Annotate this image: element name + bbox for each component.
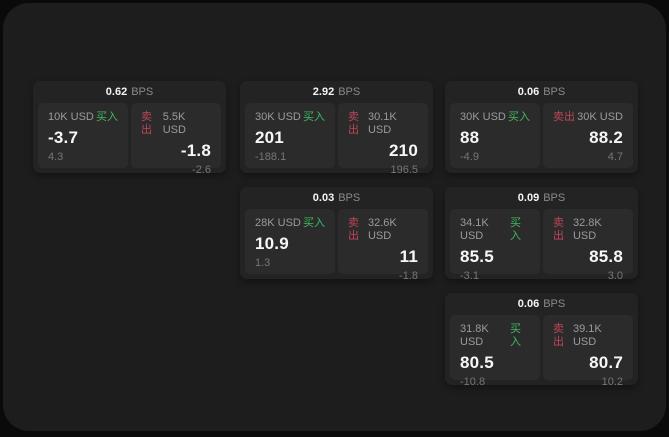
sell-panel[interactable]: 卖出 30K USD 88.2 4.7 xyxy=(543,103,633,168)
sell-price: 85.8 xyxy=(589,247,623,266)
bps-header: 0.06 BPS xyxy=(445,81,638,103)
sell-side-label: 卖出 xyxy=(348,217,359,242)
sell-delta: 10.2 xyxy=(601,376,623,388)
sell-delta: -2.6 xyxy=(192,164,211,176)
buy-price: -3.7 xyxy=(48,128,79,147)
buy-side-label: 买入 xyxy=(96,111,118,123)
sell-side-label: 卖出 xyxy=(141,111,152,136)
sell-size-label: 39.1K USD xyxy=(572,323,602,348)
sell-side-label: 卖出 xyxy=(553,111,575,123)
bps-unit-label: BPS xyxy=(543,192,566,204)
buy-delta: -10.8 xyxy=(460,376,486,388)
buy-side-label: 买入 xyxy=(508,111,530,123)
bps-value: 0.62 xyxy=(105,86,128,98)
buy-price: 10.9 xyxy=(255,234,289,253)
sell-price: 210 xyxy=(389,141,418,160)
buy-panel[interactable]: 28K USD 买入 10.9 1.3 xyxy=(245,209,335,274)
buy-delta: 1.3 xyxy=(255,257,271,269)
sell-panel[interactable]: 卖出 32.6K USD 11 -1.8 xyxy=(338,209,428,282)
sell-panel[interactable]: 卖出 5.5K USD -1.8 -2.6 xyxy=(131,103,221,176)
buy-price: 88 xyxy=(460,128,480,147)
sell-size-label: 30.1K USD xyxy=(367,111,397,136)
buy-size-label: 10K USD xyxy=(48,111,94,123)
sell-price: 11 xyxy=(399,247,418,266)
quote-card: 2.92 BPS 30K USD 买入 201 -188.1 卖出 30.1K … xyxy=(240,81,433,176)
buy-side-label: 买入 xyxy=(303,111,325,123)
buy-side-label: 买入 xyxy=(510,217,522,242)
bps-header: 0.03 BPS xyxy=(240,187,433,209)
buy-panel[interactable]: 31.8K USD 买入 80.5 -10.8 xyxy=(450,315,540,388)
bps-value: 0.03 xyxy=(312,192,335,204)
bps-header: 0.09 BPS xyxy=(445,187,638,209)
quote-card: 0.06 BPS 31.8K USD 买入 80.5 -10.8 卖出 39.1… xyxy=(445,293,638,388)
sell-side-label: 卖出 xyxy=(553,217,564,242)
bps-unit-label: BPS xyxy=(338,86,361,98)
sell-price: 88.2 xyxy=(589,128,623,147)
buy-price: 201 xyxy=(255,128,284,147)
buy-panel[interactable]: 34.1K USD 买入 85.5 -3.1 xyxy=(450,209,540,282)
bps-unit-label: BPS xyxy=(131,86,154,98)
bps-value: 0.09 xyxy=(517,192,540,204)
sell-price: -1.8 xyxy=(180,141,211,160)
buy-delta: -3.1 xyxy=(460,270,479,282)
sell-panel[interactable]: 卖出 39.1K USD 80.7 10.2 xyxy=(543,315,633,388)
buy-size-label: 30K USD xyxy=(460,111,506,123)
quote-card: 0.06 BPS 30K USD 买入 88 -4.9 卖出 30K USD 8… xyxy=(445,81,638,173)
bps-unit-label: BPS xyxy=(543,298,566,310)
bps-value: 0.06 xyxy=(517,86,540,98)
bps-header: 0.06 BPS xyxy=(445,293,638,315)
buy-delta: 4.3 xyxy=(48,151,64,163)
sell-size-label: 32.8K USD xyxy=(572,217,602,242)
sell-delta: 3.0 xyxy=(607,270,623,282)
sell-size-label: 5.5K USD xyxy=(162,111,186,136)
sell-price: 80.7 xyxy=(589,353,623,372)
sell-delta: 4.7 xyxy=(607,151,623,163)
quote-card: 0.03 BPS 28K USD 买入 10.9 1.3 卖出 32.6K US… xyxy=(240,187,433,282)
buy-side-label: 买入 xyxy=(303,217,325,229)
buy-panel[interactable]: 30K USD 买入 201 -188.1 xyxy=(245,103,335,168)
buy-size-label: 31.8K USD xyxy=(460,323,489,348)
buy-size-label: 30K USD xyxy=(255,111,301,123)
buy-delta: -4.9 xyxy=(460,151,479,163)
buy-panel[interactable]: 30K USD 买入 88 -4.9 xyxy=(450,103,540,168)
bps-unit-label: BPS xyxy=(543,86,566,98)
sell-panel[interactable]: 卖出 32.8K USD 85.8 3.0 xyxy=(543,209,633,282)
bps-header: 2.92 BPS xyxy=(240,81,433,103)
bps-header: 0.62 BPS xyxy=(33,81,226,103)
bps-value: 2.92 xyxy=(312,86,335,98)
buy-side-label: 买入 xyxy=(510,323,522,348)
buy-price: 80.5 xyxy=(460,353,494,372)
sell-size-label: 30K USD xyxy=(577,111,623,123)
sell-panel[interactable]: 卖出 30.1K USD 210 196.5 xyxy=(338,103,428,176)
buy-price: 85.5 xyxy=(460,247,494,266)
sell-side-label: 卖出 xyxy=(348,111,359,136)
sell-delta: 196.5 xyxy=(390,164,418,176)
buy-size-label: 34.1K USD xyxy=(460,217,489,242)
sell-side-label: 卖出 xyxy=(553,323,564,348)
sell-delta: -1.8 xyxy=(399,270,418,282)
quote-card: 0.62 BPS 10K USD 买入 -3.7 4.3 卖出 5.5K USD… xyxy=(33,81,226,176)
app-panel: 0.62 BPS 10K USD 买入 -3.7 4.3 卖出 5.5K USD… xyxy=(3,3,666,431)
sell-size-label: 32.6K USD xyxy=(367,217,397,242)
buy-panel[interactable]: 10K USD 买入 -3.7 4.3 xyxy=(38,103,128,168)
bps-value: 0.06 xyxy=(517,298,540,310)
buy-delta: -188.1 xyxy=(255,151,287,163)
buy-size-label: 28K USD xyxy=(255,217,301,229)
quote-card: 0.09 BPS 34.1K USD 买入 85.5 -3.1 卖出 32.8K… xyxy=(445,187,638,282)
bps-unit-label: BPS xyxy=(338,192,361,204)
